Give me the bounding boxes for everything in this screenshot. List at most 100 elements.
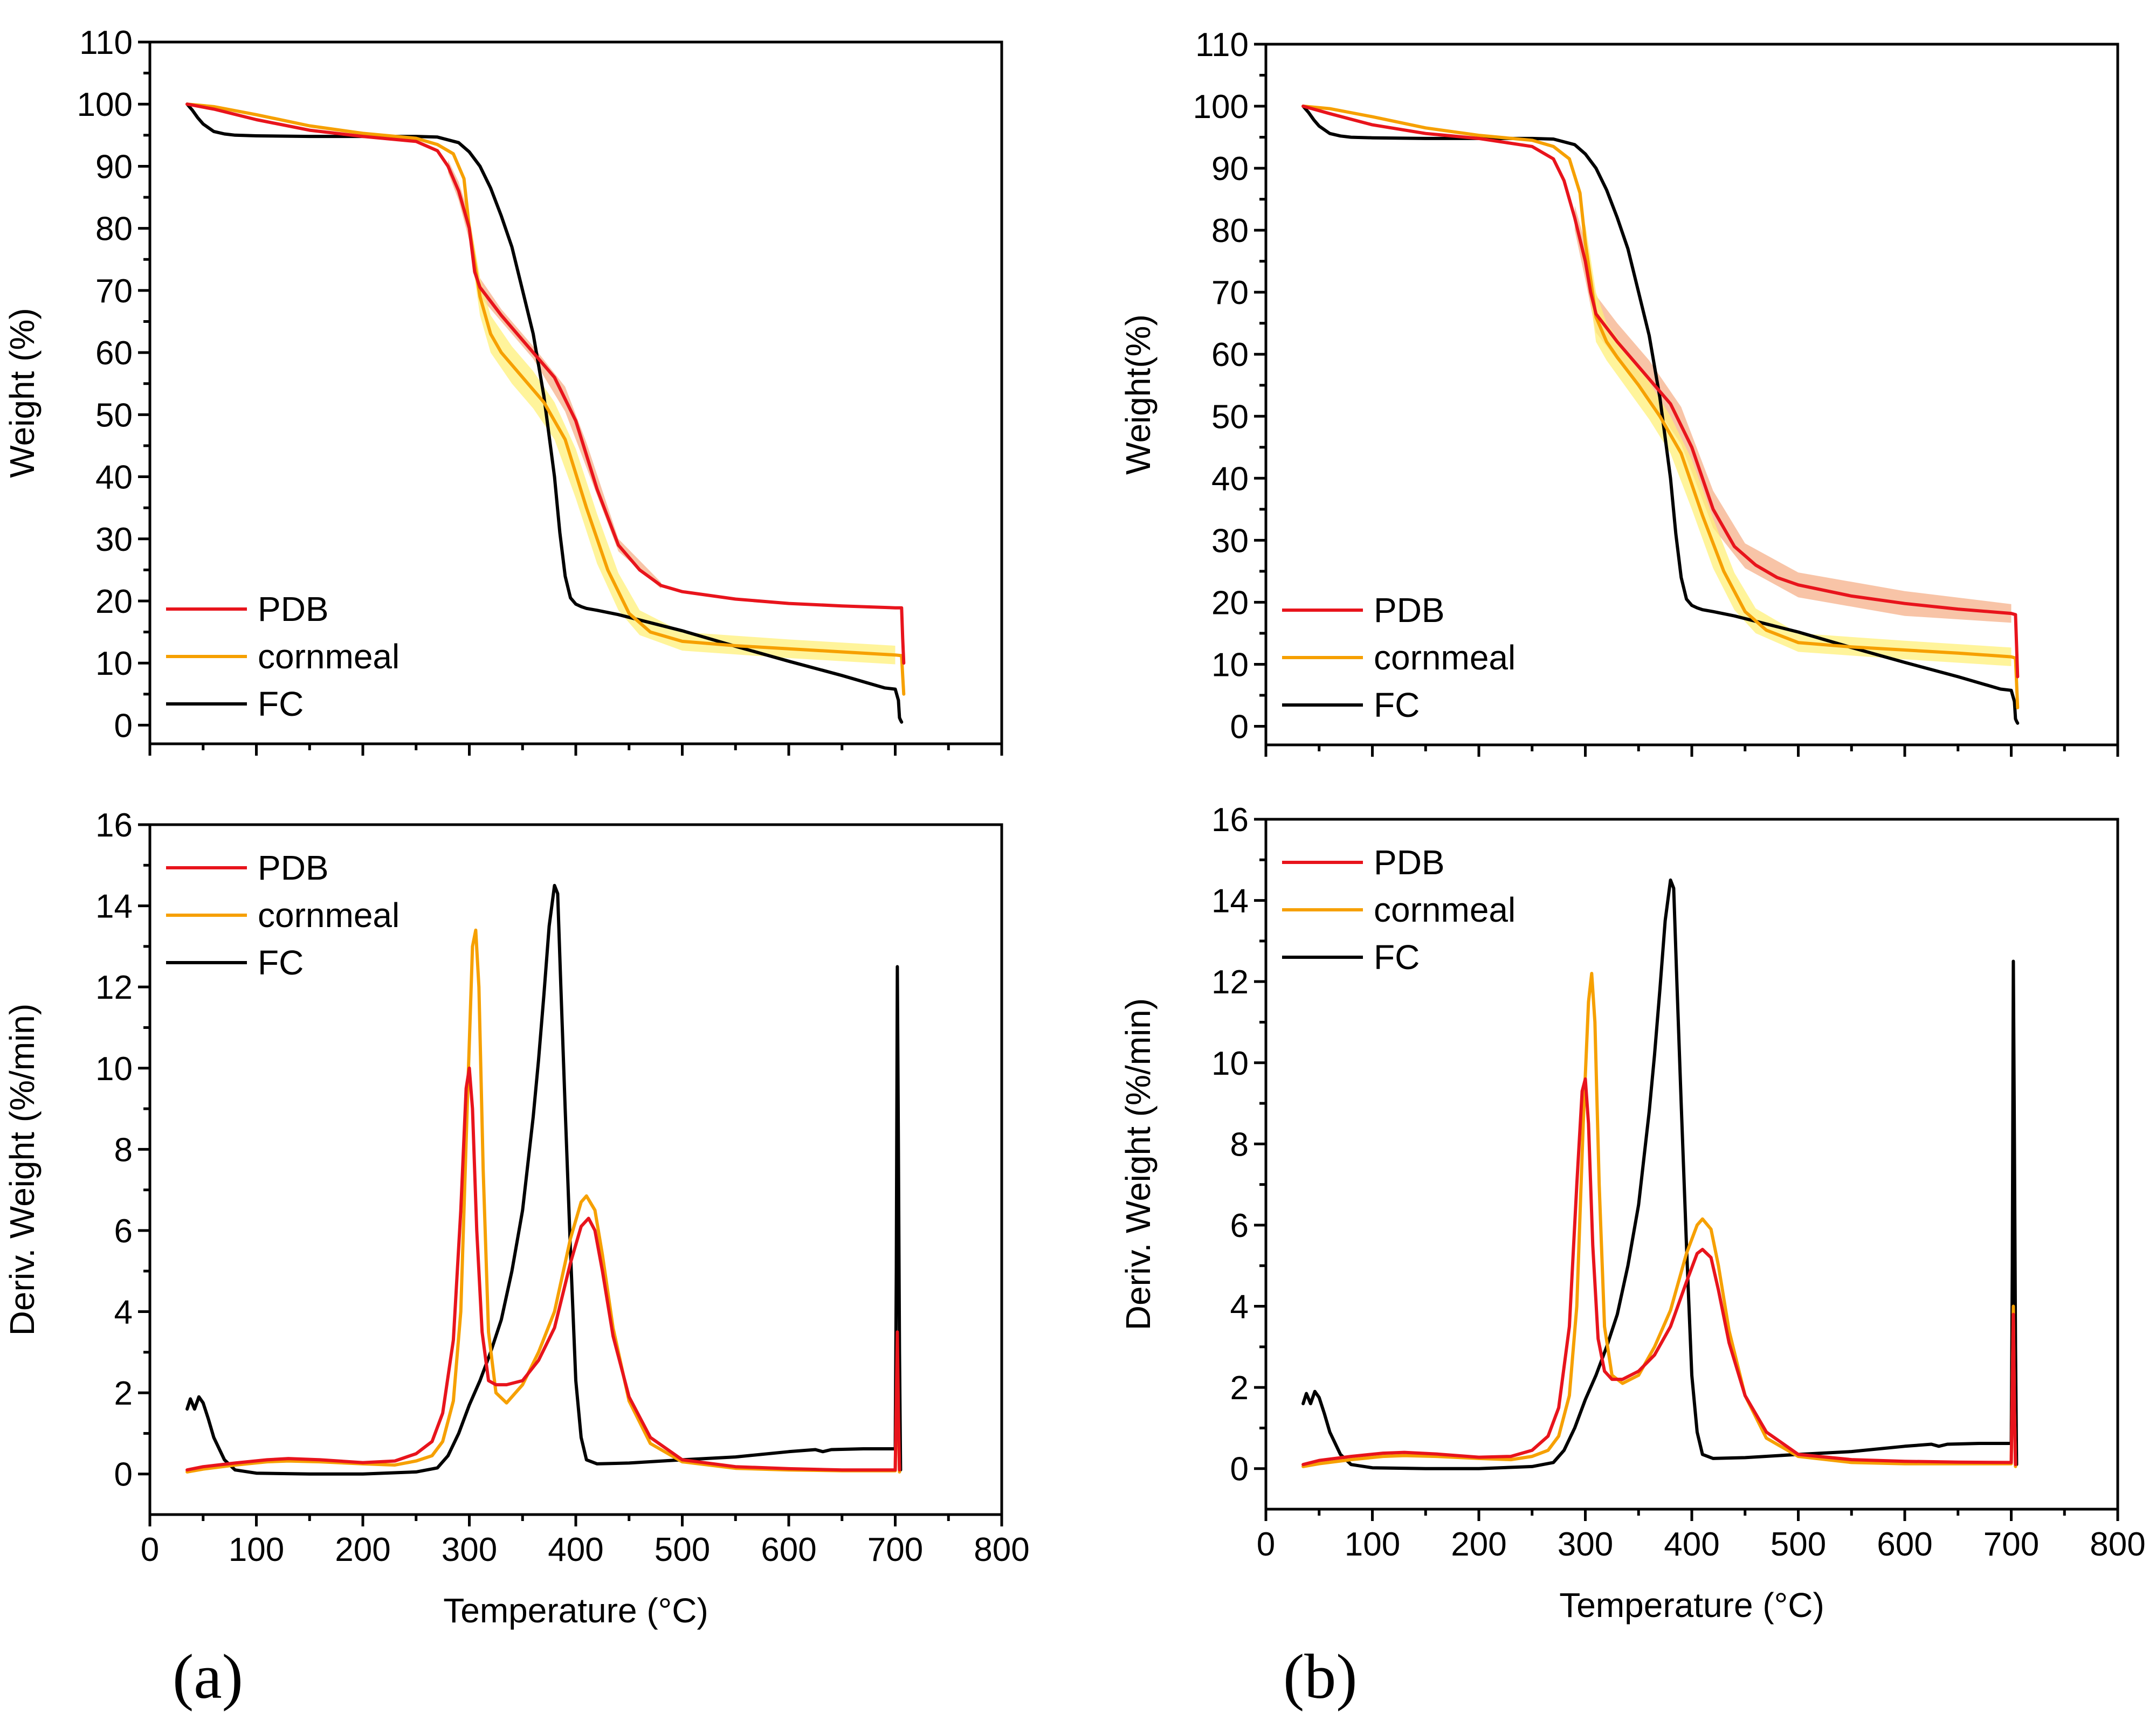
x-axis-label: Temperature (°C): [443, 1591, 708, 1630]
x-tick-label: 700: [867, 1531, 923, 1568]
legend-label-cornmeal: cornmeal: [1374, 890, 1516, 929]
x-tick-label: 800: [974, 1531, 1029, 1568]
series-line-PDB: [1301, 1077, 2017, 1467]
x-tick-label: 300: [1558, 1526, 1613, 1563]
y-tick-label: 40: [1211, 460, 1249, 497]
x-tick-label: 600: [761, 1531, 816, 1568]
x-tick-label: 800: [2090, 1526, 2145, 1563]
legend-label-cornmeal: cornmeal: [258, 896, 399, 935]
y-tick-label: 14: [1211, 883, 1249, 920]
legend-label-PDB: PDB: [258, 590, 329, 628]
legend-label-cornmeal: cornmeal: [258, 637, 399, 676]
legend-label-FC: FC: [258, 685, 304, 723]
y-tick-label: 0: [1230, 1451, 1249, 1488]
x-axis-label: Temperature (°C): [1559, 1586, 1824, 1625]
x-tick-label: 400: [548, 1531, 603, 1568]
series-line-FC: [1301, 878, 2019, 1470]
y-tick-label: 4: [1230, 1289, 1249, 1326]
series-line-cornmeal: [185, 102, 906, 696]
y-tick-label: 0: [114, 707, 133, 744]
chart-b-deriv: 0 100 200 300 400 500 600 700 800 0 2 4 6 8 10 12 14 16 De…: [1119, 801, 2146, 1625]
y-tick-label: 80: [95, 211, 133, 248]
legend-label-FC: FC: [1374, 686, 1420, 724]
y-tick-label: 80: [1211, 212, 1249, 250]
y-tick-label: 2: [1230, 1370, 1249, 1407]
band-PDB: [448, 160, 661, 589]
y-tick-label: 40: [95, 459, 133, 496]
x-tick-label: 600: [1877, 1526, 1932, 1563]
y-tick-label: 10: [1211, 646, 1249, 683]
legend-label-FC: FC: [258, 943, 304, 982]
y-tick-label: 6: [1230, 1207, 1249, 1245]
y-tick-label: 8: [1230, 1126, 1249, 1163]
y-tick-label: 100: [1193, 88, 1249, 126]
y-tick-label: 10: [1211, 1045, 1249, 1082]
chart-b-weight: 0 10 20 30 40 50 60 70 80 90 100 110 Weight(%) PDB cor…: [1119, 26, 2119, 757]
series-line-FC: [185, 883, 903, 1476]
x-tick-label: 200: [335, 1531, 390, 1568]
x-tick-label: 0: [141, 1531, 159, 1568]
y-tick-label: 10: [95, 645, 133, 682]
y-tick-label: 20: [1211, 584, 1249, 621]
y-tick-label: 30: [1211, 522, 1249, 559]
series-line-PDB: [185, 1066, 901, 1472]
y-tick-label: 16: [95, 807, 133, 844]
y-tick-label: 12: [1211, 964, 1249, 1001]
y-tick-label: 8: [114, 1131, 133, 1169]
panel-label-a: (a): [173, 1641, 243, 1712]
chart-a-deriv: 0 100 200 300 400 500 600 700 800 0 2 4 6 8 10 12 14 16 De…: [3, 807, 1030, 1630]
series-line-FC: [1301, 105, 2020, 725]
legend-label-cornmeal: cornmeal: [1374, 638, 1516, 677]
series-line-cornmeal: [185, 928, 901, 1474]
series-line-PDB: [185, 102, 906, 665]
y-tick-label: 2: [114, 1375, 133, 1412]
y-tick-label: 90: [95, 148, 133, 185]
y-tick-label: 0: [114, 1456, 133, 1494]
series-line-cornmeal: [1301, 105, 2020, 709]
series-line-cornmeal: [1301, 972, 2017, 1468]
legend-label-FC: FC: [1374, 938, 1420, 977]
y-tick-label: 70: [95, 273, 133, 310]
y-tick-label: 110: [79, 24, 133, 61]
y-tick-label: 60: [1211, 336, 1249, 374]
y-tick-label: 6: [114, 1213, 133, 1250]
y-tick-label: 70: [1211, 274, 1249, 312]
y-tick-label: 12: [95, 969, 133, 1006]
y-tick-label: 90: [1211, 150, 1249, 188]
x-tick-label: 700: [1983, 1526, 2039, 1563]
y-axis-label: Weight (%): [3, 308, 42, 478]
x-tick-label: 400: [1664, 1526, 1719, 1563]
y-tick-label: 14: [95, 888, 133, 925]
y-tick-label: 16: [1211, 801, 1249, 839]
y-tick-label: 60: [95, 335, 133, 372]
x-tick-label: 300: [442, 1531, 497, 1568]
y-tick-label: 10: [95, 1050, 133, 1088]
band-cornmeal: [1585, 224, 2012, 666]
x-tick-label: 500: [1771, 1526, 1826, 1563]
y-tick-label: 100: [77, 86, 133, 123]
y-tick-label: 4: [114, 1294, 133, 1331]
series-line-PDB: [1301, 105, 2020, 679]
chart-a-weight: 0 10 20 30 40 50 60 70 80 90 100 110 Weight (%) PDB co…: [3, 24, 1003, 756]
legend-label-PDB: PDB: [1374, 843, 1445, 882]
y-tick-label: 30: [95, 521, 133, 558]
y-tick-label: 110: [1195, 26, 1249, 64]
series-line-FC: [185, 102, 904, 724]
x-tick-label: 200: [1451, 1526, 1506, 1563]
y-tick-label: 50: [95, 397, 133, 434]
x-tick-label: 500: [655, 1531, 710, 1568]
y-axis-label: Deriv. Weight (%/min): [3, 1004, 42, 1336]
x-tick-label: 0: [1257, 1526, 1275, 1563]
y-tick-label: 20: [95, 583, 133, 620]
y-tick-label: 0: [1230, 708, 1249, 745]
x-tick-label: 100: [1345, 1526, 1400, 1563]
legend-label-PDB: PDB: [1374, 591, 1445, 630]
y-axis-label: Weight(%): [1119, 314, 1158, 475]
band-cornmeal: [469, 216, 896, 665]
y-axis-label: Deriv. Weight (%/min): [1119, 998, 1158, 1330]
x-tick-label: 100: [229, 1531, 284, 1568]
legend-label-PDB: PDB: [258, 848, 329, 887]
y-tick-label: 50: [1211, 398, 1249, 436]
panel-label-b: (b): [1283, 1641, 1358, 1712]
